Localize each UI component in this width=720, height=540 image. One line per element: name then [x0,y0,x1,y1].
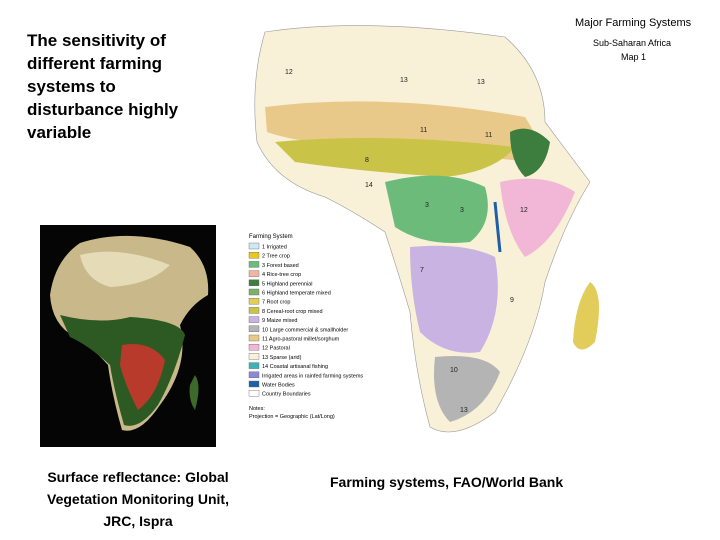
legend-label: 7 Root crop [262,300,290,306]
region-label: 8 [365,157,369,164]
region-label: 3 [460,207,464,214]
legend-swatch [248,270,260,277]
legend-label: 10 Large commercial & smallholder [262,327,348,333]
region-label: 11 [485,132,492,139]
map-forest [385,175,488,243]
right-caption: Farming systems, FAO/World Bank [330,474,564,490]
map-highland [510,128,550,177]
legend-label: 11 Agro-pastoral millet/sorghum [262,337,340,343]
legend-swatch [248,261,260,268]
continent-savanna [120,344,165,410]
legend-swatch [248,242,260,250]
legend-label: 2 Tree crop [262,254,290,260]
region-label: 12 [520,207,528,214]
legend: 1 Irrigated 2 Tree crop 3 Forest based 4 Ri… [248,242,363,398]
map-madagascar [573,282,599,350]
legend-swatch [248,362,260,369]
legend-label: Irrigated areas in rainfed farming syste… [262,373,363,379]
legend-label: 9 Maize mixed [262,318,297,324]
heading: The sensitivity of different farming sys… [27,29,178,144]
legend-label: 5 Highland perennial [262,281,312,287]
caption-line: Surface reflectance: Global [47,469,229,485]
legend-swatch [248,298,260,305]
heading-line: different farming [27,54,163,73]
caption-line: Vegetation Monitoring Unit, [47,491,229,507]
legend-swatch [248,251,260,259]
region-labels: 12 13 13 11 11 8 3 3 9 7 12 13 14 10 [285,69,528,414]
map-cereal-root [275,138,515,177]
legend-swatch [248,353,260,360]
legend-label: 12 Pastoral [262,346,290,352]
legend-label: 3 Forest based [262,263,299,269]
map-subtitle: Sub-Saharan Africa [593,38,671,48]
legend-swatch [248,371,260,378]
region-label: 12 [285,69,293,76]
map-number: Map 1 [621,52,646,62]
region-label: 14 [365,182,373,189]
region-label: 7 [420,267,424,274]
legend-label: 14 Coastal artisanal fishing [262,364,328,370]
map-maize [410,245,498,353]
caption-line: JRC, Ispra [103,513,173,529]
legend-label: 13 Sparse (arid) [262,355,302,361]
legend-label: 4 Rice-tree crop [262,272,301,278]
region-label: 13 [400,77,408,84]
legend-swatch [248,288,260,296]
legend-label: Water Bodies [262,383,295,389]
legend-swatch [248,390,260,397]
lake [493,201,502,253]
legend-label: 6 Highland temperate mixed [262,291,331,297]
legend-swatch [248,325,260,332]
heading-line: variable [27,123,92,142]
legend-swatch [248,279,260,286]
map-commercial [434,356,500,422]
map-pastoral [500,178,575,257]
region-label: 13 [477,79,485,86]
heading-line: systems to [27,77,116,96]
region-label: 3 [425,202,429,209]
legend-swatch [248,344,260,351]
heading-line: disturbance highly [27,100,179,119]
farming-map: 12 13 13 11 11 8 3 3 9 7 12 13 14 10 Major Farming Sy… [245,12,705,448]
region-label: 11 [420,127,427,134]
legend-swatch [248,334,260,342]
legend-label: 8 Cereal-root crop mixed [262,309,323,315]
sahara-bright [80,251,170,287]
madagascar [189,375,199,410]
map-note: Notes: [249,406,265,412]
legend-swatch [248,307,260,314]
left-caption: Surface reflectance: Global Vegetation M… [28,466,248,532]
satellite-image [40,225,216,447]
legend-label: Country Boundaries [262,392,311,398]
map-title: Major Farming Systems [575,17,692,29]
map-projection: Projection = Geographic (Lat/Long) [249,414,335,420]
legend-swatch [248,380,260,388]
legend-label: 1 Irrigated [262,245,287,251]
legend-title: Farming System [249,234,293,240]
region-label: 13 [460,407,468,414]
heading-line: The sensitivity of [27,31,166,50]
region-label: 9 [510,297,514,304]
legend-swatch [248,316,260,323]
region-label: 10 [450,367,458,374]
